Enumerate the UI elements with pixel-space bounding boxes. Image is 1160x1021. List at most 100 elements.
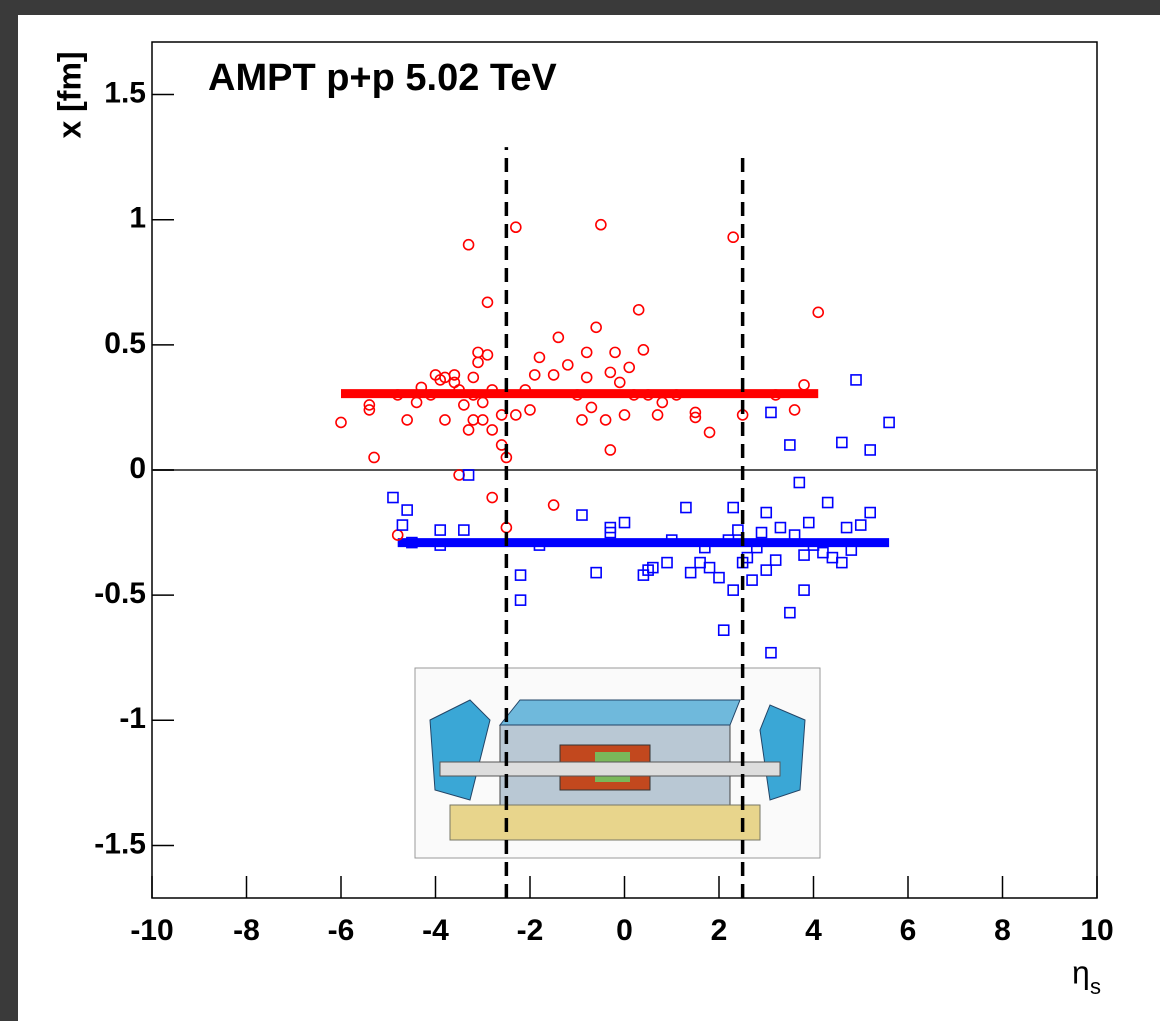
- data-point: [722, 534, 735, 546]
- data-point: [769, 554, 782, 566]
- data-point: [585, 401, 598, 414]
- y-axis-label: x [fm]: [51, 51, 87, 138]
- data-point: [689, 406, 702, 419]
- data-point: [363, 399, 376, 411]
- data-point: [727, 231, 739, 244]
- data-point: [807, 539, 820, 551]
- data-point: [363, 404, 376, 416]
- data-point: [547, 369, 560, 381]
- data-point: [760, 564, 773, 576]
- x-tick-label: -10: [130, 914, 173, 947]
- data-point: [604, 444, 617, 456]
- data-point: [391, 389, 404, 401]
- data-point: [406, 536, 418, 549]
- data-point: [410, 396, 423, 409]
- data-point: [798, 379, 810, 391]
- y-tick-label: 1.5: [104, 76, 146, 109]
- data-point: [647, 561, 659, 574]
- data-point: [632, 304, 645, 316]
- data-point: [765, 646, 777, 659]
- data-point: [732, 524, 744, 536]
- data-point: [462, 424, 475, 436]
- data-point: [703, 426, 716, 439]
- data-point: [802, 516, 815, 529]
- data-point: [765, 406, 777, 419]
- x-tick-label: -2: [517, 914, 544, 947]
- data-point: [788, 404, 801, 416]
- barrel-top: [498, 699, 741, 726]
- data-point: [670, 389, 683, 401]
- x-tick-label: 4: [805, 914, 822, 947]
- data-point: [613, 376, 626, 389]
- data-point: [642, 389, 654, 401]
- y-tick-label: -1: [119, 702, 146, 735]
- data-point: [486, 491, 499, 504]
- data-point: [656, 396, 669, 409]
- data-point: [576, 509, 588, 521]
- x-tick-label: -6: [328, 914, 355, 947]
- detector-image: [414, 667, 821, 859]
- support: [449, 804, 761, 841]
- data-point: [462, 238, 475, 251]
- data-point: [836, 556, 848, 569]
- data-point: [769, 389, 782, 401]
- data-point: [689, 411, 702, 424]
- data-point: [495, 409, 508, 421]
- data-point: [703, 561, 716, 574]
- data-point: [727, 584, 739, 596]
- data-point: [476, 396, 489, 409]
- data-point: [519, 384, 532, 396]
- data-point: [458, 524, 470, 536]
- data-point: [750, 541, 763, 554]
- data-point: [401, 504, 413, 516]
- data-point: [439, 414, 451, 426]
- data-point: [486, 424, 499, 436]
- data-point: [651, 409, 664, 421]
- data-point: [845, 544, 858, 556]
- data-point: [396, 519, 409, 531]
- y-tick-label: 0: [129, 452, 146, 485]
- x-tick-label: 6: [900, 914, 917, 947]
- data-point: [727, 501, 739, 514]
- data-point: [883, 416, 895, 429]
- data-point: [798, 584, 810, 596]
- data-point: [486, 384, 499, 396]
- data-point: [623, 361, 636, 374]
- data-point: [552, 331, 565, 344]
- data-point: [604, 526, 617, 539]
- data-point: [401, 414, 413, 426]
- data-point: [434, 524, 447, 536]
- data-point: [467, 389, 480, 401]
- data-point: [699, 541, 711, 554]
- data-point: [533, 351, 546, 364]
- data-point: [595, 218, 607, 231]
- data-point: [609, 346, 621, 359]
- data-point: [576, 414, 588, 426]
- data-point: [571, 389, 584, 401]
- y-tick-label: -1.5: [94, 827, 146, 860]
- y-tick-label: 0.5: [104, 327, 146, 360]
- x-tick-label: -8: [233, 914, 260, 947]
- x-tick-label: 2: [711, 914, 728, 947]
- data-point: [514, 569, 527, 581]
- x-tick-label: 10: [1080, 914, 1113, 947]
- data-point: [661, 556, 673, 569]
- data-point: [510, 409, 522, 421]
- data-point: [628, 389, 640, 401]
- chart-title: AMPT p+p 5.02 TeV: [208, 57, 557, 99]
- data-point: [812, 306, 825, 319]
- x-tick-label: 8: [994, 914, 1011, 947]
- data-point: [590, 566, 602, 579]
- data-point: [524, 404, 536, 416]
- x-axis-label: η: [1072, 954, 1090, 990]
- data-point: [514, 594, 527, 606]
- slide-background: [18, 15, 1160, 1021]
- data-point: [599, 414, 612, 426]
- data-point: [746, 574, 758, 586]
- data-point: [453, 384, 465, 396]
- data-point: [462, 469, 475, 481]
- data-point: [793, 476, 806, 489]
- data-point: [590, 321, 602, 334]
